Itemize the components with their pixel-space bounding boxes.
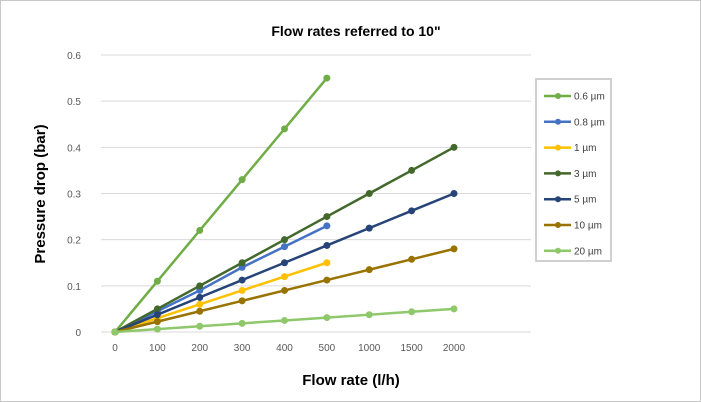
legend-marker-icon [555,170,561,177]
data-point [323,259,331,267]
legend-marker-icon [555,93,561,99]
data-point [408,166,416,174]
data-point [153,311,161,319]
gridlines [101,54,531,333]
data-point [281,125,288,133]
y-tick-label: 0.4 [67,143,81,154]
data-point [238,176,246,184]
data-point [323,213,331,221]
series-lines [111,74,458,336]
x-tick-label: 100 [149,343,166,354]
legend-label: 0.6 µm [574,92,605,103]
series-20-m [111,305,458,336]
data-point [238,276,246,284]
data-point [196,282,204,290]
series-line [114,224,328,334]
data-point [408,255,416,263]
data-point [196,293,204,301]
data-point [238,286,246,294]
legend-item: 0.8 µm [544,117,605,128]
data-point [365,311,373,319]
data-point [323,241,331,249]
x-tick-label: 400 [276,343,293,354]
y-tick-label: 0.1 [67,282,81,293]
data-point [281,243,288,251]
data-point [281,286,288,294]
data-point [196,322,204,330]
legend-label: 5 µm [574,195,596,206]
legend-item: 20 µm [544,246,602,257]
data-point [323,74,331,82]
x-tick-label: 1000 [358,343,381,354]
series-0-6-m [111,74,331,336]
data-point [450,245,458,253]
data-point [408,308,416,316]
series-5-m [111,190,458,336]
legend: 0.6 µm 0.8 µm 1 µm 3 µm 5 µm 10 µm 20 µm [535,78,612,262]
y-tick-label: 0.3 [67,190,81,201]
data-point [281,316,288,324]
legend-marker-icon [555,222,561,228]
x-tick-labels: 0 100 200 300 400 500 1000 1500 2000 [112,343,465,354]
legend-item: 0.6 µm [544,92,605,103]
y-axis-label: Pressure drop (bar) [32,124,49,263]
legend-item: 1 µm [544,143,596,154]
y-tick-label: 0.6 [67,51,81,62]
data-point [153,325,161,333]
data-point [365,266,373,274]
data-point [153,305,161,313]
data-point [323,276,331,284]
y-tick-labels: 0 0.1 0.2 0.3 0.4 0.5 0.6 [67,51,81,339]
y-tick-label: 0 [75,328,81,339]
x-tick-label: 300 [234,343,251,354]
x-tick-label: 0 [112,343,118,354]
data-point [450,143,458,151]
data-point [153,318,161,326]
series-line [114,77,328,333]
data-point [281,236,288,244]
y-tick-label: 0.5 [67,97,81,108]
data-point [153,277,161,285]
legend-marker-icon [555,118,561,125]
legend-box [535,78,612,262]
legend-item: 10 µm [544,221,602,232]
data-point [365,224,373,232]
series-line [114,261,328,334]
x-axis-label: Flow rate (l/h) [302,372,400,389]
x-tick-label: 1500 [401,343,424,354]
data-point [196,226,204,234]
data-point [281,259,288,267]
data-point [111,328,119,336]
data-point [196,300,204,308]
x-tick-label: 200 [191,343,208,354]
data-point [238,259,246,267]
data-point [238,319,246,327]
y-tick-label: 0.2 [67,236,81,247]
x-tick-label: 2000 [443,343,466,354]
data-point [196,307,204,315]
legend-marker-icon [555,196,561,203]
legend-label: 1 µm [574,143,596,154]
chart-title: Flow rates referred to 10" [271,23,440,39]
legend-item: 5 µm [544,195,596,206]
data-point [450,305,458,313]
data-point [365,190,373,197]
legend-marker-icon [555,247,561,254]
legend-label: 0.8 µm [574,117,605,128]
legend-label: 20 µm [574,246,602,257]
data-point [281,273,288,281]
legend-marker-icon [555,144,561,151]
legend-item: 3 µm [544,169,596,180]
data-point [238,297,246,305]
x-tick-label: 500 [319,343,336,354]
legend-label: 10 µm [574,221,602,232]
data-point [450,190,458,197]
data-point [323,222,331,230]
data-point [323,314,331,322]
legend-label: 3 µm [574,169,596,180]
data-point [408,207,416,215]
